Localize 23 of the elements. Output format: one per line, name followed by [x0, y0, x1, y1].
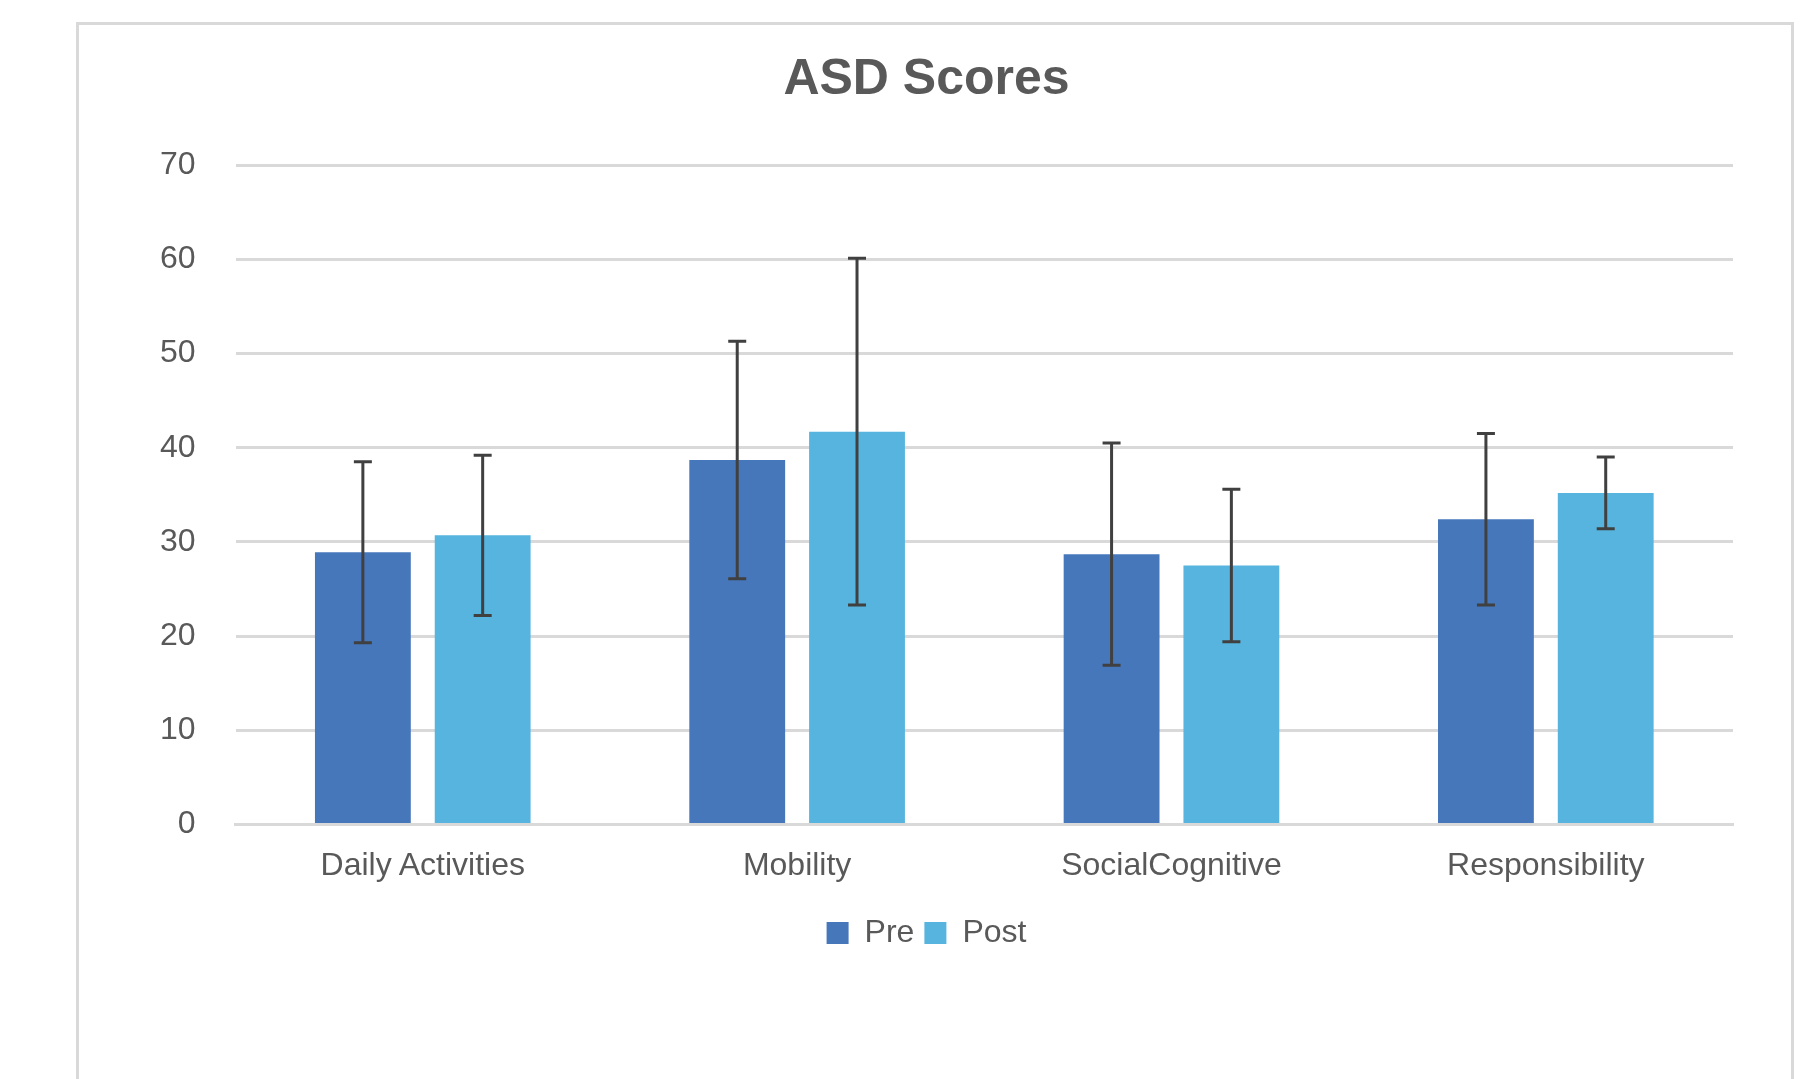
bar: [689, 459, 786, 824]
x-tick-label: Mobility: [742, 845, 852, 882]
x-tick-label: SocialCognitive: [1061, 845, 1282, 882]
y-tick-label: 60: [160, 239, 196, 276]
chart-title: ASD Scores: [783, 48, 1070, 105]
y-tick-label: 30: [160, 521, 196, 558]
legend-label: Post: [962, 912, 1027, 949]
legend-label: Pre: [864, 912, 915, 949]
y-tick-label: 10: [160, 710, 196, 747]
bar: [1063, 554, 1160, 824]
bar: [1557, 492, 1654, 824]
x-tick-label: Daily Activities: [320, 845, 526, 882]
x-tick-label: Responsibility: [1447, 845, 1645, 882]
y-tick-label: 70: [160, 144, 196, 181]
bar: [314, 552, 411, 824]
y-tick-label: 0: [177, 804, 196, 841]
y-tick-label: 40: [160, 427, 196, 464]
y-tick-label: 50: [160, 333, 196, 370]
y-tick-label: 20: [160, 615, 196, 652]
bar: [1183, 565, 1280, 824]
bar: [809, 431, 905, 824]
bar: [1438, 519, 1534, 824]
bar: [434, 535, 531, 824]
